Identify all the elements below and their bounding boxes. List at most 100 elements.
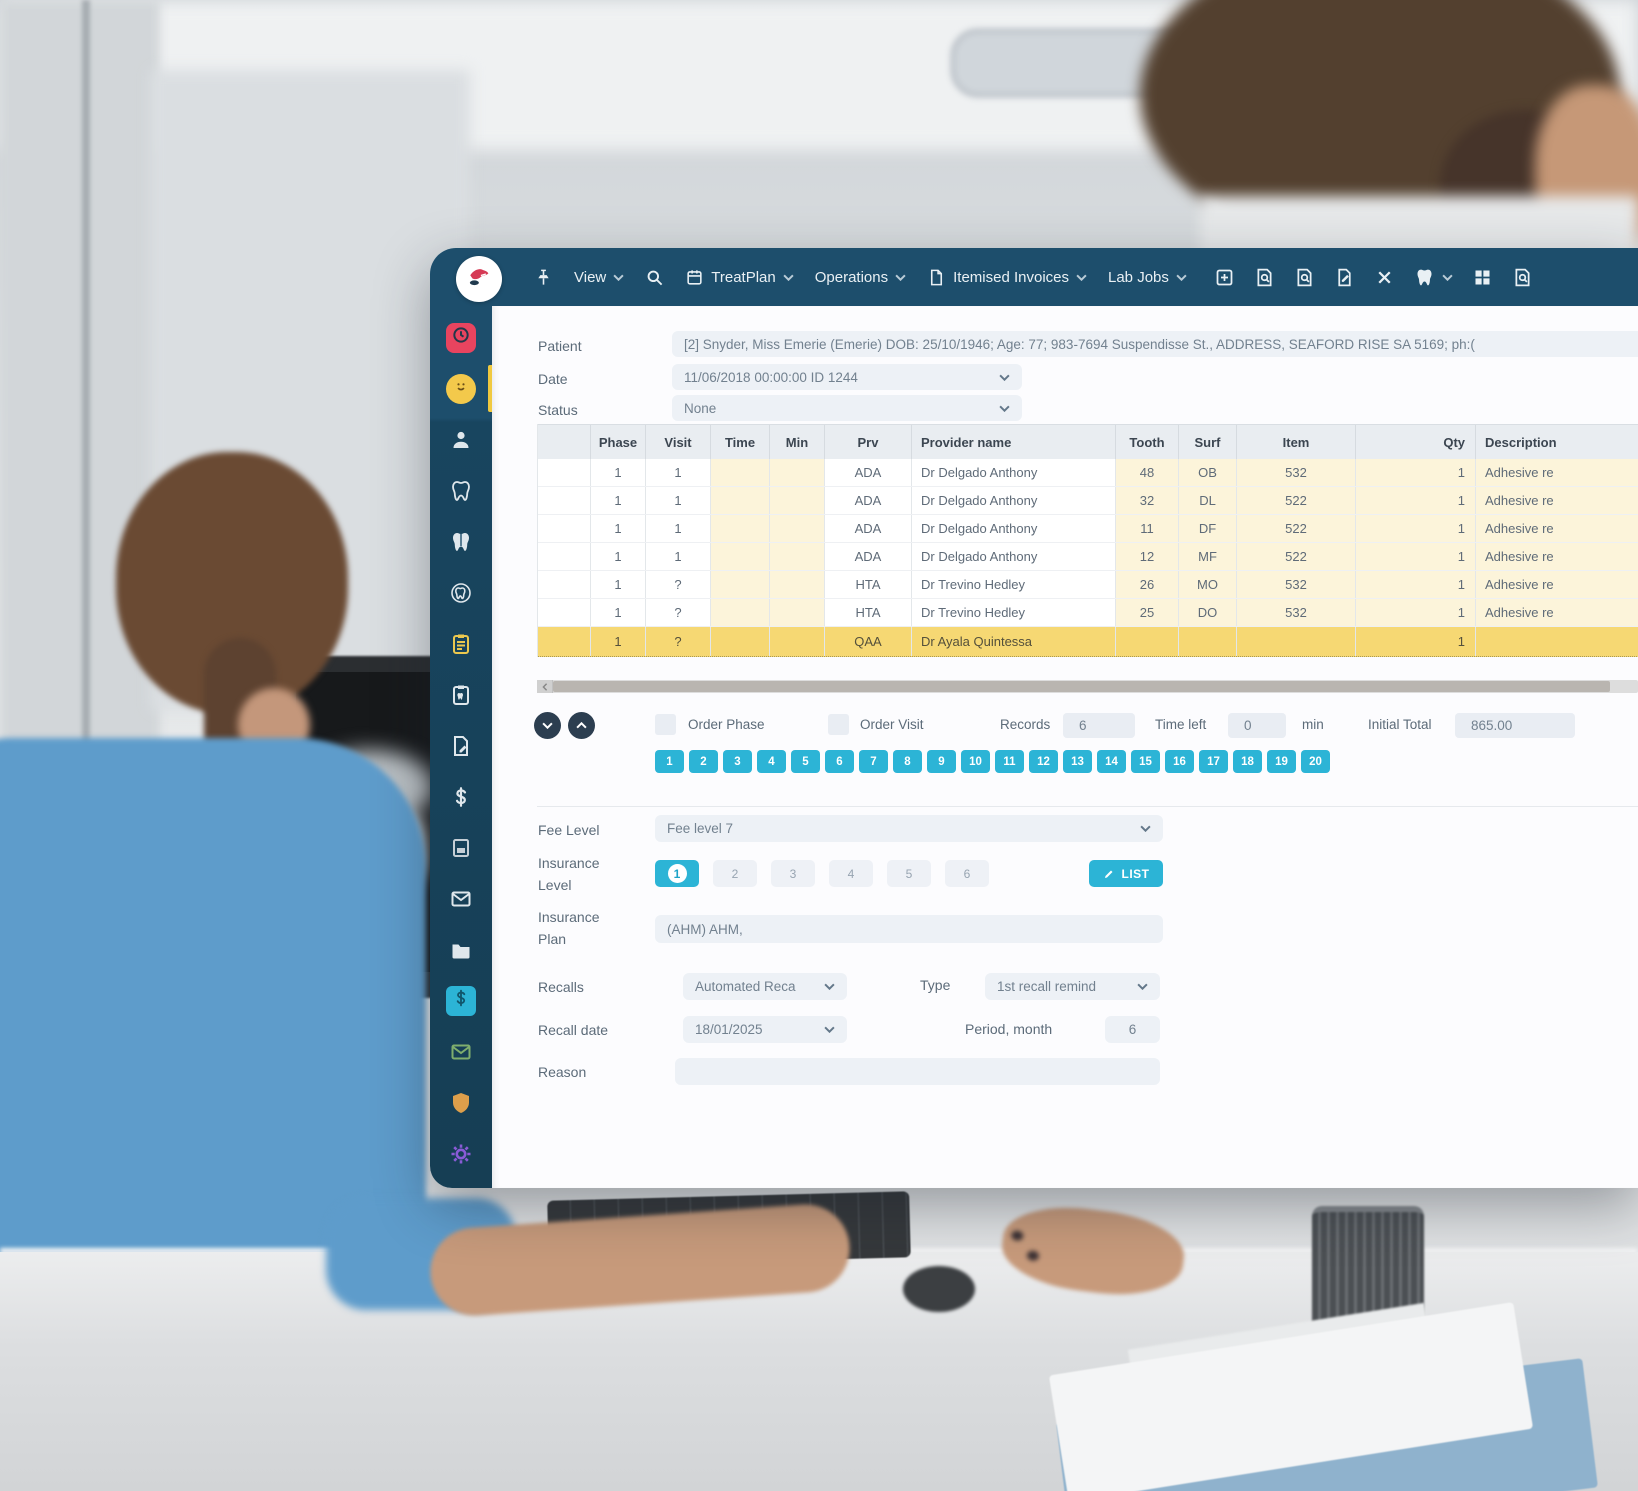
visit-page-button-1[interactable]: 1 <box>655 750 684 773</box>
column-header-surf[interactable]: Surf <box>1179 425 1237 459</box>
sidebar-item-treatment-plan[interactable] <box>430 618 492 669</box>
table-cell[interactable]: ADA <box>825 459 912 486</box>
type-select[interactable]: 1st recall remind <box>985 973 1160 1000</box>
column-header-visit[interactable]: Visit <box>646 425 711 459</box>
table-cell[interactable]: MO <box>1179 571 1237 598</box>
time-left-field[interactable]: 0 <box>1228 713 1286 738</box>
table-cell[interactable]: OB <box>1179 459 1237 486</box>
table-row[interactable]: 1 1 ADA Dr Delgado Anthony 32 DL 522 1 Adhesive … <box>538 487 1638 515</box>
table-cell[interactable]: ADA <box>825 487 912 514</box>
column-header-tooth[interactable]: Tooth <box>1116 425 1179 459</box>
table-cell[interactable] <box>538 599 591 626</box>
order-visit-checkbox[interactable] <box>828 714 849 735</box>
table-cell[interactable]: Dr Trevino Hedley <box>912 571 1116 598</box>
table-cell[interactable] <box>538 459 591 486</box>
table-row[interactable]: 1 1 ADA Dr Delgado Anthony 12 MF 522 1 Adhesive … <box>538 543 1638 571</box>
table-cell[interactable]: 1 <box>646 487 711 514</box>
table-cell[interactable]: 1 <box>1356 459 1476 486</box>
table-cell[interactable] <box>538 487 591 514</box>
table-cell[interactable] <box>538 627 591 656</box>
table-cell[interactable] <box>711 515 770 542</box>
table-row[interactable]: 1? HTA Dr Trevino Hedley 25 DO 532 1 Adhesive r… <box>538 599 1638 627</box>
sidebar-item-mail[interactable] <box>430 873 492 924</box>
patient-search-icon[interactable] <box>1254 267 1275 288</box>
visit-page-button-20[interactable]: 20 <box>1301 750 1330 773</box>
table-cell[interactable] <box>1116 627 1179 656</box>
column-header-min[interactable]: Min <box>770 425 825 459</box>
new-window-icon[interactable] <box>1214 267 1235 288</box>
sidebar-item-patient[interactable] <box>430 414 492 465</box>
table-cell[interactable]: 532 <box>1237 599 1356 626</box>
table-cell[interactable]: 532 <box>1237 571 1356 598</box>
table-cell[interactable]: 11 <box>1116 515 1179 542</box>
recalls-select[interactable]: Automated Reca <box>683 973 847 1000</box>
column-header-description[interactable]: Description <box>1476 425 1638 459</box>
sign-document-icon[interactable] <box>1334 267 1355 288</box>
column-header-time[interactable]: Time <box>711 425 770 459</box>
sidebar-item-settings[interactable] <box>430 1128 492 1179</box>
sidebar-item-patient-mood[interactable] <box>430 363 492 414</box>
visit-page-button-18[interactable]: 18 <box>1233 750 1262 773</box>
menu-lab-jobs[interactable]: Lab Jobs <box>1108 269 1187 286</box>
insurance-level-option-3[interactable]: 3 <box>771 860 815 887</box>
table-cell[interactable] <box>711 571 770 598</box>
table-row-selected[interactable]: 1? QAA Dr Ayala Quintessa 1 <box>538 627 1638 657</box>
table-cell[interactable] <box>711 627 770 656</box>
report-search-icon[interactable] <box>1512 267 1533 288</box>
table-cell[interactable] <box>770 459 825 486</box>
sidebar-item-chart-notes[interactable] <box>430 669 492 720</box>
table-cell[interactable]: ? <box>646 627 711 656</box>
table-cell[interactable]: 1 <box>1356 627 1476 656</box>
table-cell[interactable]: Adhesive re <box>1476 599 1638 626</box>
sidebar-item-billing[interactable] <box>430 975 492 1026</box>
menu-treatplan[interactable]: TreatPlan <box>685 268 794 287</box>
table-cell[interactable] <box>711 543 770 570</box>
insurance-level-option-6[interactable]: 6 <box>945 860 989 887</box>
visit-page-button-11[interactable]: 11 <box>995 750 1024 773</box>
grid-icon[interactable] <box>1472 267 1493 288</box>
table-cell[interactable]: ADA <box>825 543 912 570</box>
table-row[interactable]: 1 1 ADA Dr Delgado Anthony 11 DF 522 1 Adhesive … <box>538 515 1638 543</box>
initial-total-field[interactable]: 865.00 <box>1455 713 1575 738</box>
table-cell[interactable]: 522 <box>1237 487 1356 514</box>
visit-page-button-5[interactable]: 5 <box>791 750 820 773</box>
table-cell[interactable] <box>711 599 770 626</box>
table-cell[interactable]: 26 <box>1116 571 1179 598</box>
visit-page-button-14[interactable]: 14 <box>1097 750 1126 773</box>
table-cell[interactable]: Dr Delgado Anthony <box>912 459 1116 486</box>
visit-page-button-19[interactable]: 19 <box>1267 750 1296 773</box>
table-cell[interactable]: DO <box>1179 599 1237 626</box>
menu-operations[interactable]: Operations <box>815 269 906 286</box>
table-cell[interactable] <box>711 487 770 514</box>
table-cell[interactable] <box>770 487 825 514</box>
table-cell[interactable]: 48 <box>1116 459 1179 486</box>
visit-page-button-12[interactable]: 12 <box>1029 750 1058 773</box>
table-cell[interactable]: 532 <box>1237 459 1356 486</box>
table-row[interactable]: 1 1 ADA Dr Delgado Anthony 48 OB 532 1 Adhesive … <box>538 459 1638 487</box>
sidebar-item-tooth-chart[interactable] <box>430 465 492 516</box>
date-select[interactable]: 11/06/2018 00:00:00 ID 1244 <box>672 364 1022 390</box>
table-cell[interactable]: Dr Delgado Anthony <box>912 515 1116 542</box>
order-phase-checkbox[interactable] <box>655 714 676 735</box>
recall-date-select[interactable]: 18/01/2025 <box>683 1016 847 1043</box>
table-cell[interactable]: Dr Delgado Anthony <box>912 543 1116 570</box>
fee-level-select[interactable]: Fee level 7 <box>655 815 1163 842</box>
visit-page-button-13[interactable]: 13 <box>1063 750 1092 773</box>
table-cell[interactable]: Dr Delgado Anthony <box>912 487 1116 514</box>
table-cell[interactable]: ADA <box>825 515 912 542</box>
visit-page-button-15[interactable]: 15 <box>1131 750 1160 773</box>
table-cell[interactable]: Adhesive re <box>1476 543 1638 570</box>
table-cell[interactable]: 1 <box>1356 571 1476 598</box>
table-cell[interactable]: QAA <box>825 627 912 656</box>
scrollbar-thumb[interactable] <box>553 681 1610 692</box>
pin-icon[interactable] <box>534 268 553 287</box>
visit-page-button-9[interactable]: 9 <box>927 750 956 773</box>
table-cell[interactable]: 522 <box>1237 515 1356 542</box>
table-cell[interactable]: MF <box>1179 543 1237 570</box>
tooth-menu-icon[interactable] <box>1414 267 1435 288</box>
patient-field[interactable]: [2] Snyder, Miss Emerie (Emerie) DOB: 25… <box>672 331 1638 357</box>
move-down-button[interactable] <box>534 712 561 739</box>
table-cell[interactable]: Adhesive re <box>1476 459 1638 486</box>
table-cell[interactable]: ? <box>646 571 711 598</box>
records-field[interactable]: 6 <box>1063 713 1135 738</box>
